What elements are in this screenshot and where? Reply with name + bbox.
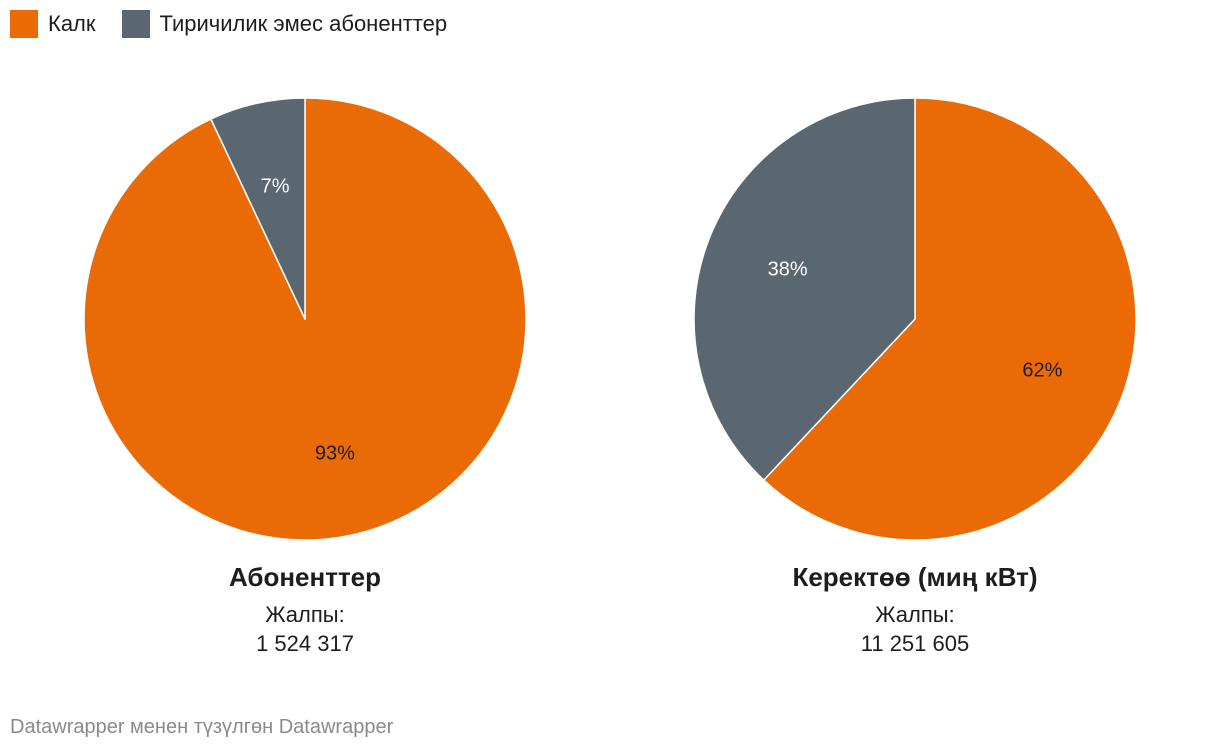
- legend-label-non-residential: Тиричилик эмес абоненттер: [159, 11, 448, 36]
- pie-slice-consumption-non-residential: [693, 97, 916, 481]
- chart-total-value-subscribers: 1 524 317: [256, 631, 354, 656]
- legend-item-kalk: Калк: [10, 10, 96, 38]
- chart-total-label-subscribers: Жалпы:: [265, 602, 344, 627]
- pie-chart-consumption: 62% 38%: [693, 97, 1137, 541]
- footer-credit: Datawrapper менен түзүлгөн Datawrapper: [10, 716, 394, 738]
- pie-slice-consumption-kalk: [762, 97, 1137, 541]
- pie-label-subscribers-non-residential: 7%: [261, 175, 290, 197]
- legend-label-kalk: Калк: [48, 11, 96, 36]
- legend-swatch-kalk: [10, 10, 38, 38]
- pie-label-consumption-kalk: 62%: [1022, 359, 1062, 381]
- chart-title-consumption: Керектөө (миң кВт): [792, 562, 1037, 592]
- chart-total-label-consumption: Жалпы:: [875, 602, 954, 627]
- legend: Калк Тиричилик эмес абоненттер: [10, 10, 473, 38]
- chart-title-subscribers: Абоненттер: [229, 562, 381, 592]
- pie-chart-subscribers: 93% 7%: [83, 97, 527, 541]
- pie-label-subscribers-kalk: 93%: [315, 443, 355, 465]
- legend-swatch-non-residential: [121, 10, 150, 38]
- pie-label-consumption-non-residential: 38%: [768, 259, 808, 281]
- legend-item-non-residential: Тиричилик эмес абоненттер: [121, 10, 448, 38]
- pie-slice-subscribers-non-residential: [210, 97, 306, 320]
- chart-total-value-consumption: 11 251 605: [861, 631, 969, 656]
